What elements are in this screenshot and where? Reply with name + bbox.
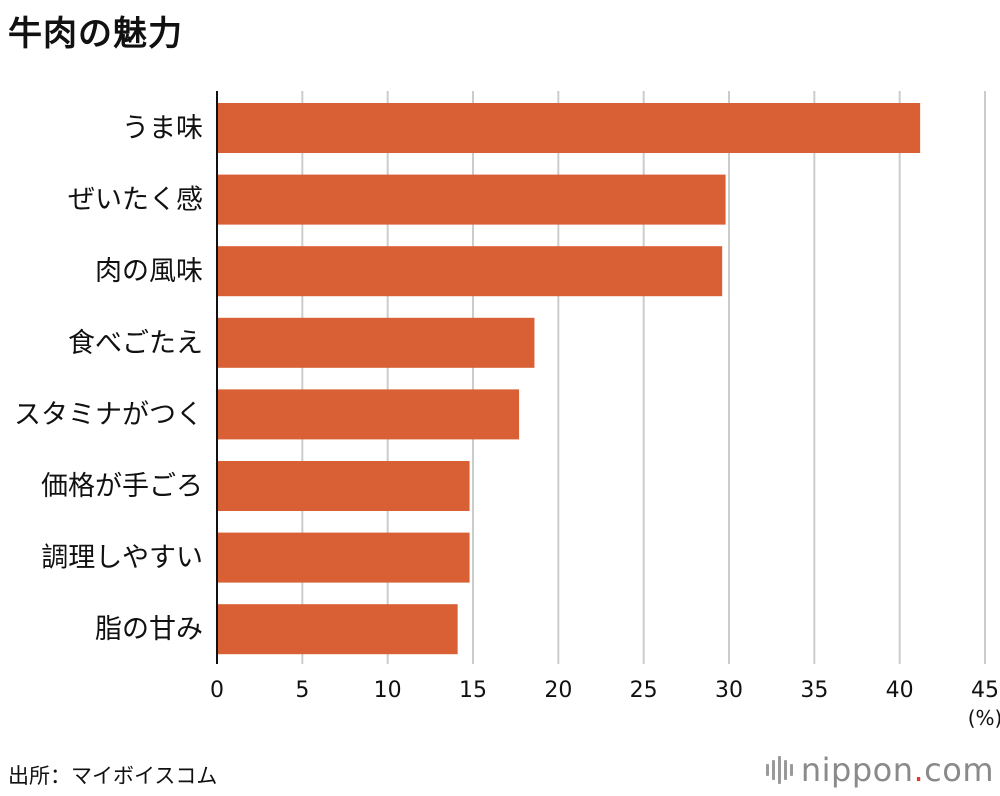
x-tick-label: 25 xyxy=(630,678,658,703)
bars xyxy=(217,103,921,655)
source-note: 出所：マイボイスコム xyxy=(8,764,218,788)
unit-label: (%) xyxy=(968,706,1000,730)
x-tick-label: 15 xyxy=(459,678,487,703)
x-tick-label: 35 xyxy=(800,678,828,703)
logo-text: nippon.com xyxy=(801,751,994,789)
chart-title: 牛肉の魅力 xyxy=(8,14,183,54)
tick-labels: 0 5 10 15 20 25 30 35 40 45 (%) xyxy=(210,678,1000,730)
bar xyxy=(217,174,726,225)
x-tick-label: 30 xyxy=(715,678,743,703)
x-tick-label: 10 xyxy=(374,678,402,703)
bar xyxy=(217,389,520,440)
x-tick-label: 5 xyxy=(295,678,309,703)
x-tick-label: 45 xyxy=(971,678,999,703)
bar xyxy=(217,604,458,655)
category-label: うま味 xyxy=(122,113,203,144)
logo-dot: . xyxy=(913,751,925,789)
logo-name: nippon xyxy=(800,751,914,789)
x-tick-label: 40 xyxy=(886,678,914,703)
bar xyxy=(217,246,723,297)
bar xyxy=(217,532,470,583)
category-label: スタミナがつく xyxy=(14,399,203,430)
bar xyxy=(217,461,470,511)
x-tick-label: 20 xyxy=(544,678,572,703)
nippon-logo: nippon.com xyxy=(765,750,994,790)
category-label: 肉の風味 xyxy=(95,256,203,287)
x-tick-label: 0 xyxy=(210,678,224,703)
category-label: 調理しやすい xyxy=(41,543,203,574)
category-label: 食べごたえ xyxy=(68,328,203,359)
category-label: ぜいたく感 xyxy=(68,185,203,216)
sound-wave-bars-icon xyxy=(765,756,793,784)
bar xyxy=(217,317,535,368)
bar xyxy=(217,103,921,153)
category-label: 脂の甘み xyxy=(95,614,203,645)
category-label: 価格が手ごろ xyxy=(41,471,203,502)
logo-tld: com xyxy=(924,751,994,789)
